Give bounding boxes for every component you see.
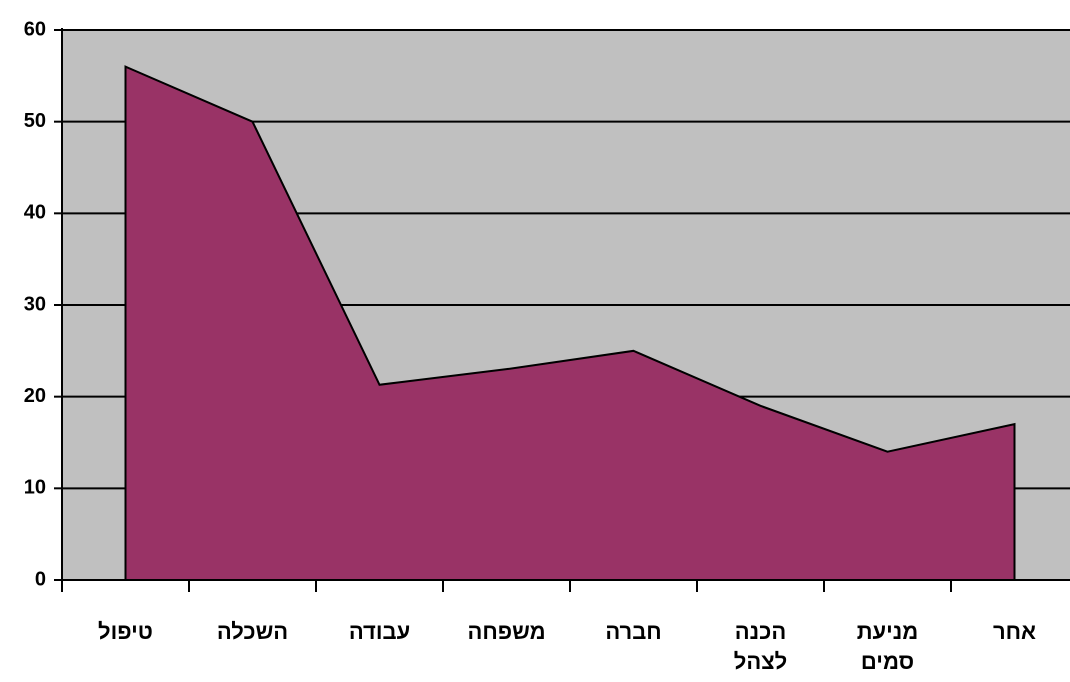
y-tick-label: 40	[24, 202, 46, 224]
x-tick-label: הכנה לצהל	[733, 619, 788, 674]
y-tick-label: 10	[24, 477, 46, 499]
y-tick-label: 60	[24, 18, 46, 40]
x-tick-label: עבודה	[348, 619, 411, 644]
y-tick-label: 0	[35, 568, 46, 590]
x-tick-label: מניעת סמים	[856, 619, 919, 674]
area	[124, 65, 1016, 581]
x-tick-label: טיפול	[98, 619, 153, 644]
y-tick-label: 50	[24, 110, 46, 132]
y-tick-label: 20	[24, 385, 46, 407]
x-tick-label: השכלה	[216, 619, 289, 644]
x-tick-label: חברה	[605, 619, 662, 644]
x-tick-label: אחר	[992, 619, 1037, 644]
x-tick-label: משפחה	[467, 619, 546, 644]
y-tick-label: 30	[24, 293, 46, 315]
